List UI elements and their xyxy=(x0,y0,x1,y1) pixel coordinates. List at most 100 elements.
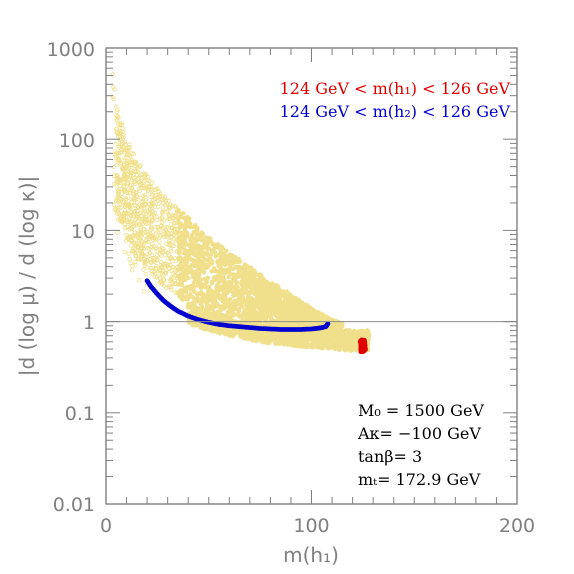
scan-point xyxy=(264,340,270,345)
scan-point xyxy=(209,269,214,274)
scan-point xyxy=(166,284,171,289)
scan-point xyxy=(177,289,182,294)
scan-point xyxy=(164,224,169,230)
scan-point xyxy=(193,225,199,231)
scan-point xyxy=(150,187,155,193)
scan-point xyxy=(230,257,235,262)
scan-point xyxy=(164,241,169,247)
scan-point xyxy=(214,286,219,291)
scan-point xyxy=(214,268,219,274)
scan-point xyxy=(266,313,271,319)
scan-point xyxy=(133,169,138,174)
scan-point xyxy=(153,274,158,279)
scan-point xyxy=(302,342,308,347)
scan-point xyxy=(321,332,327,338)
scan-point xyxy=(140,183,145,188)
scan-point xyxy=(136,256,141,262)
scan-point xyxy=(268,288,273,294)
scan-point xyxy=(341,341,347,347)
scan-point xyxy=(154,214,160,219)
scan-point xyxy=(237,259,243,264)
scan-point xyxy=(157,239,162,244)
scan-point xyxy=(130,151,135,156)
scan-point xyxy=(172,256,177,261)
scan-point xyxy=(136,241,142,246)
scan-point xyxy=(223,268,229,273)
scan-point xyxy=(130,175,136,181)
scan-point xyxy=(279,308,284,313)
scan-point xyxy=(120,142,125,147)
legend-entry-h1: 124 GeV < m(h₁) < 126 GeV xyxy=(280,79,511,98)
scan-point xyxy=(330,330,336,335)
scan-point xyxy=(127,206,133,211)
scan-point xyxy=(272,337,277,343)
scan-point xyxy=(203,285,208,290)
scan-point xyxy=(145,209,151,214)
scan-point xyxy=(118,205,123,210)
scan-point xyxy=(195,277,200,283)
scan-point xyxy=(187,255,192,260)
scan-point xyxy=(126,237,131,242)
scan-point xyxy=(116,189,121,194)
scan-point xyxy=(195,250,200,255)
scan-point xyxy=(150,272,155,277)
scan-point xyxy=(232,298,237,304)
scan-point xyxy=(238,304,244,309)
scan-point xyxy=(313,338,318,344)
scan-point xyxy=(132,197,138,202)
scan-point xyxy=(238,313,244,318)
scan-point xyxy=(180,292,185,297)
scan-point xyxy=(150,189,155,195)
scan-point xyxy=(218,327,223,332)
x-tick-label: 200 xyxy=(499,515,535,537)
scan-point xyxy=(246,305,252,310)
scan-point xyxy=(325,316,330,321)
scan-point xyxy=(355,332,360,337)
scan-point xyxy=(254,288,259,293)
scan-point xyxy=(116,205,121,211)
scan-point xyxy=(160,194,165,199)
scan-point xyxy=(337,323,342,328)
scan-point xyxy=(274,283,280,288)
scan-point xyxy=(153,193,159,198)
scan-point xyxy=(263,287,269,292)
scan-point xyxy=(191,274,196,280)
scan-point xyxy=(123,225,128,231)
scan-point xyxy=(121,162,127,167)
scan-point xyxy=(252,311,258,317)
scan-point xyxy=(157,275,163,281)
scan-point xyxy=(182,228,188,233)
scan-point xyxy=(142,258,148,264)
scan-point xyxy=(240,294,245,299)
y-tick-label: 1 xyxy=(83,312,95,334)
scan-point xyxy=(154,252,160,257)
scan-point xyxy=(138,163,143,168)
scan-point xyxy=(309,342,315,347)
scan-point xyxy=(211,242,216,247)
scan-point xyxy=(132,209,137,214)
scan-point xyxy=(132,259,138,265)
x-tick-label: 100 xyxy=(293,515,329,537)
scan-point xyxy=(162,194,168,199)
scan-point xyxy=(360,330,365,335)
scan-point xyxy=(118,178,123,183)
scan-point xyxy=(115,173,120,179)
scan-point xyxy=(125,234,131,240)
scan-point xyxy=(243,263,248,269)
scan-point xyxy=(284,332,290,337)
y-tick-label: 1000 xyxy=(47,39,95,61)
scan-point xyxy=(191,280,197,285)
scan-point xyxy=(199,284,204,290)
scan-point xyxy=(131,221,136,226)
scan-point xyxy=(277,302,282,307)
scan-point xyxy=(126,219,131,224)
scan-point xyxy=(138,231,143,237)
scan-point xyxy=(266,292,272,297)
scan-point xyxy=(188,292,193,297)
scan-point xyxy=(327,340,333,346)
scan-point xyxy=(155,186,160,191)
param-m0: M₀ = 1500 GeV xyxy=(358,401,484,420)
scan-point xyxy=(157,252,162,257)
scan-point xyxy=(262,293,268,298)
scan-point xyxy=(196,281,201,286)
